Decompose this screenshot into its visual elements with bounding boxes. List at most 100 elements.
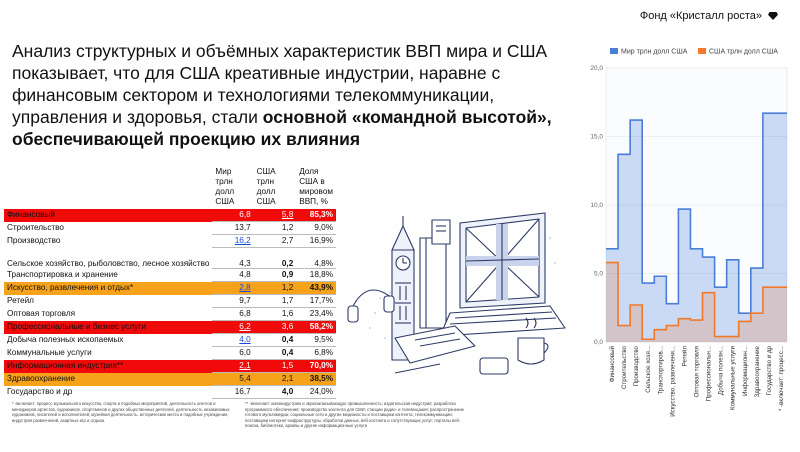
row-us-share: 38,5% [309, 374, 333, 383]
table-header-world: Мир трлн долл США [215, 167, 235, 206]
row-us-share: 9,0% [314, 223, 333, 232]
row-world-value: 4,8 [239, 270, 251, 279]
notebook-icon [394, 325, 476, 364]
row-us-share: 24,0% [309, 387, 333, 396]
diamond-icon [768, 12, 778, 20]
row-us-share: 18,8% [309, 270, 333, 279]
row-world-value: 6,8 [239, 309, 251, 318]
row-sector-name: Государство и др [7, 387, 73, 396]
row-us-share: 70,0% [309, 361, 333, 370]
row-sector-name: Транспортировка и хранение [7, 270, 118, 279]
x-tick-label: Ретейл [681, 346, 688, 367]
row-world-value[interactable]: 4,0 [239, 335, 251, 344]
row-sector-name: Производство [7, 236, 61, 245]
row-us-value: 1,7 [281, 296, 294, 305]
laptop-icon [439, 212, 566, 337]
series-line [606, 112, 787, 315]
row-sector-name: Здравоохранение [7, 374, 76, 383]
row-us-value: 0,4 [281, 335, 294, 344]
books-icon [419, 219, 451, 329]
row-sector-name: Искусство, развлечения и отдых* [7, 283, 134, 292]
row-us-value: 0,4 [281, 348, 294, 357]
footnote-2: ** -включает: киноиндустрию и звукозапис… [245, 401, 464, 429]
row-us-share: 23,4% [309, 309, 333, 318]
y-tick-label: 0,0 [594, 339, 603, 346]
gdp-chart: 0,0 5,0 10,0 15,0 20,0 Финансовый Строительств… [582, 40, 792, 444]
brand-name: Фонд «Кристалл роста» [639, 10, 762, 22]
phone-icon [479, 357, 509, 375]
row-world-value: 9,7 [239, 296, 251, 305]
x-tick-label: Коммунальные услуги [730, 345, 737, 410]
x-tick-label: Транспортиров... [657, 346, 664, 395]
x-tick-label: Производство [633, 345, 640, 386]
table-row: Искусство, развлечения и отдых* 2,8 1,2 43,… [4, 281, 336, 295]
row-us-value: 0,2 [281, 258, 294, 268]
chart-svg: 0,0 5,0 10,0 15,0 20,0 Финансовый Строительств… [590, 48, 788, 417]
row-world-value[interactable]: 2,8 [239, 283, 251, 292]
row-us-share: 6,8% [314, 348, 333, 357]
row-world-value: 6,0 [239, 348, 251, 357]
legend-label: США трлн долл США [709, 49, 778, 56]
row-world-value: 6,8 [239, 210, 251, 219]
legend-swatch [698, 48, 706, 54]
x-tick-label: Государство и др [766, 345, 773, 395]
row-us-share: 85,3% [309, 210, 333, 219]
row-sector-name: Оптовая торговля [7, 309, 76, 318]
row-us-share: 58,2% [309, 322, 333, 331]
x-tick-label: Строительство [621, 345, 628, 389]
table-row: Сельское хозяйство, рыболовство, лесное … [4, 247, 336, 269]
x-tick-label: * -включает: процесс... [778, 346, 785, 411]
row-sector-name: Добыча полезных ископаемых [7, 335, 124, 344]
row-us-value: 0,9 [281, 270, 294, 279]
row-us-value: 2,1 [281, 374, 294, 383]
row-sector-name: Финансовый [7, 210, 55, 220]
y-tick-label: 15,0 [590, 134, 603, 141]
row-sector-name: Сельское хозяйство, рыболовство, лесное … [7, 259, 210, 268]
series-area [606, 113, 787, 343]
row-us-value: 1,6 [281, 309, 294, 318]
x-tick-label: Добыча полезн... [718, 346, 725, 395]
table-row: Здравоохранение 5,4 2,1 38,5% [4, 372, 336, 386]
row-us-share: 17,7% [309, 296, 333, 305]
row-sector-name: Ретейл [7, 296, 34, 305]
row-us-value: 2,7 [281, 236, 294, 245]
table-header-us: США трлн долл США [256, 167, 276, 206]
footnote-1: * -включает: процесс музыкального искусс… [12, 401, 230, 423]
gdp-table: Мир трлн долл США США трлн долл США Доля… [4, 165, 336, 399]
row-world-value[interactable]: 16,2 [234, 236, 251, 245]
x-tick-label: Оптовая торговля [694, 346, 701, 397]
x-tick-label: Профессиональн... [706, 346, 713, 401]
table-row: Государство и др 16,7 4,0 24,0% [4, 385, 336, 399]
table-row: Транспортировка и хранение 4,8 0,9 18,8% [4, 268, 336, 282]
row-us-share: 4,8% [314, 258, 333, 268]
brand: Фонд «Кристалл роста» [640, 10, 778, 22]
y-tick-label: 5,0 [594, 271, 603, 278]
legend-swatch [610, 48, 618, 54]
table-row: Финансовый 6,8 5,8 85,3% [4, 209, 336, 222]
table-header-row: Мир трлн долл США США трлн долл США Доля… [4, 165, 336, 209]
x-tick-label: Финансовый [609, 345, 616, 382]
headline: Анализ структурных и объёмных характерис… [12, 40, 572, 150]
table-row: Коммунальные услуги 6,0 0,4 6,8% [4, 346, 336, 360]
headline-bold: основной «командной высотой», обеспечива… [12, 107, 552, 149]
x-tick-label: Сельское хозя... [645, 346, 652, 393]
row-world-value[interactable]: 2,1 [239, 361, 251, 370]
study-illustration [340, 168, 580, 388]
row-world-value: 5,4 [239, 374, 251, 383]
row-us-value: 1,5 [281, 361, 294, 370]
table-row: Строительство 13,7 1,2 9,0% [4, 221, 336, 235]
row-us-value: 1,2 [281, 283, 294, 292]
table-row: Профессиональные и бизнес услуги 6,2 3,6 58… [4, 320, 336, 334]
row-world-value[interactable]: 6,2 [239, 322, 251, 331]
pen-icon [394, 363, 441, 374]
row-sector-name: Информационная индустрия** [7, 361, 124, 370]
row-us-value: 4,0 [281, 387, 294, 396]
row-sector-name: Профессиональные и бизнес услуги [7, 322, 146, 331]
row-sector-name: Коммунальные услуги [7, 348, 92, 357]
x-tick-label: Здравоохранение [754, 345, 761, 397]
row-us-share: 9,5% [314, 335, 333, 344]
table-row: Производство 16,2 2,7 16,9% [4, 234, 336, 248]
headline-text: Анализ структурных и объёмных характерис… [12, 41, 548, 127]
table-row: Добыча полезных ископаемых 4,0 0,4 9,5% [4, 333, 336, 347]
headphones-icon [347, 289, 395, 323]
